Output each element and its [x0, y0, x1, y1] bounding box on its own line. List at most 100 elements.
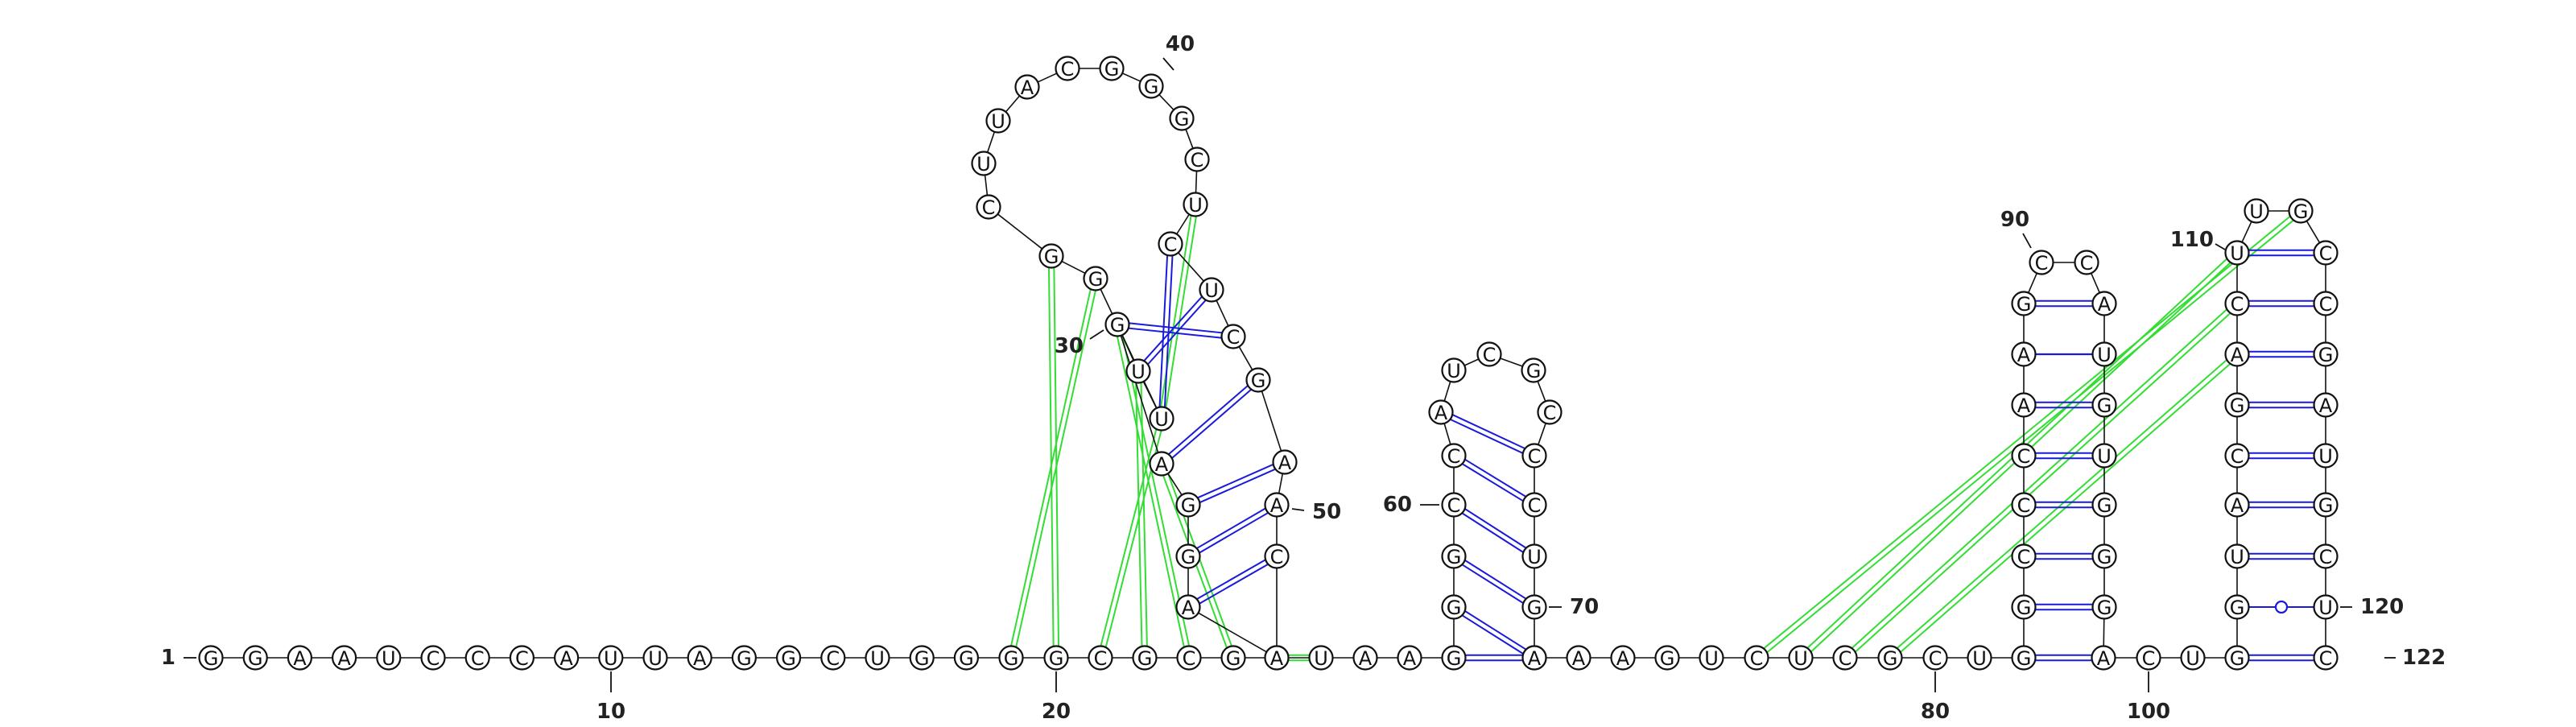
nucleotide-letter: U — [2186, 647, 2200, 670]
nucleotide: C — [509, 645, 535, 671]
nucleotide-letter: A — [2017, 394, 2031, 417]
nucleotide-letter: G — [2097, 546, 2112, 568]
nucleotide: G — [731, 645, 758, 671]
nucleotide: U — [1441, 357, 1467, 383]
nucleotide-letter: G — [1660, 647, 1675, 670]
nucleotide: A — [1610, 645, 1636, 671]
position-label-text: 80 — [1921, 700, 1950, 724]
nucleotide: C — [2313, 240, 2339, 266]
nucleotide-letter: A — [1403, 647, 1417, 670]
position-label: 10 — [597, 671, 625, 724]
nucleotide-letter: C — [1528, 445, 1542, 468]
nucleotide-letter: C — [2231, 293, 2244, 316]
nucleotide-letter: G — [1251, 370, 1266, 392]
backbone-segment — [2028, 272, 2037, 294]
position-label-text: 70 — [1570, 595, 1599, 619]
backbone-segment — [1037, 72, 1058, 83]
nucleotide-letter: A — [693, 647, 707, 670]
nucleotide: U — [2313, 594, 2339, 620]
base-pair — [2248, 401, 2314, 409]
base-pair — [2035, 401, 2093, 409]
nucleotide: U — [2180, 645, 2206, 671]
backbone-segment — [2306, 221, 2321, 243]
nucleotide-letter: C — [427, 647, 440, 670]
backbone-segment — [1198, 612, 1267, 653]
nucleotide-letter: A — [1616, 647, 1630, 670]
backbone-segment — [1121, 72, 1141, 82]
backbone-segment — [2241, 221, 2252, 243]
nucleotide: U — [1183, 192, 1208, 217]
nucleotide-letter: C — [2080, 252, 2094, 275]
nucleotide: U — [971, 151, 997, 176]
base-pair — [1462, 560, 1526, 604]
nucleotide: G — [1441, 543, 1467, 569]
base-pair — [2248, 350, 2314, 358]
nucleotide: G — [2313, 492, 2339, 518]
backbone-segment — [1178, 252, 1204, 282]
base-pair — [2248, 249, 2314, 257]
nucleotide: C — [820, 645, 846, 671]
nucleotide-letter: C — [1839, 647, 1852, 670]
nucleotide: C — [2011, 443, 2037, 469]
nucleotide-letter: C — [2017, 494, 2031, 517]
nucleotide: C — [1441, 492, 1467, 518]
nucleotide: A — [1272, 449, 1298, 475]
nucleotide-letter: A — [2231, 344, 2244, 366]
base-pair — [1197, 464, 1276, 503]
nucleotide-letter: G — [2230, 647, 2245, 670]
nucleotide-letter: C — [471, 647, 485, 670]
nucleotide-letter: C — [1061, 58, 1075, 81]
nucleotide: G — [1245, 367, 1271, 393]
base-pair — [1461, 508, 1527, 553]
nucleotide-letter: G — [1110, 314, 1125, 337]
nucleotide: C — [1744, 645, 1769, 671]
nucleotide: U — [865, 645, 890, 671]
backbone-segment — [1167, 473, 1183, 496]
nucleotide-letter: G — [204, 647, 219, 670]
nucleotide-letter: G — [2230, 394, 2245, 417]
nucleotide-letter: A — [2098, 293, 2112, 316]
nucleotide: G — [909, 645, 935, 671]
base-pair — [2248, 600, 2314, 614]
nucleotide: C — [1441, 443, 1467, 469]
backbone-segment — [997, 213, 1043, 250]
nucleotide: C — [2136, 645, 2161, 671]
nucleotide-letter: C — [1528, 494, 1542, 517]
nucleotide: G — [2091, 392, 2117, 418]
nucleotide: U — [2224, 543, 2250, 569]
backbone-segment — [2091, 272, 2100, 294]
nucleotide-letter: A — [1435, 402, 1448, 424]
nucleotide-letter: C — [2017, 445, 2031, 468]
nucleotide-letter: U — [1972, 647, 1987, 670]
nucleotide: U — [1125, 358, 1151, 384]
nucleotide-letter: G — [1526, 360, 1542, 382]
nucleotide-letter: C — [1447, 494, 1461, 517]
nucleotide: G — [2091, 594, 2117, 620]
position-label-text: 20 — [1042, 700, 1071, 724]
nucleotide-letter: G — [2318, 344, 2334, 366]
nucleotide: C — [1264, 543, 1290, 569]
position-label: 90 — [2000, 208, 2032, 249]
nucleotide-letter: C — [2319, 242, 2333, 265]
position-label-text: 122 — [2402, 646, 2446, 670]
nucleotide: C — [2224, 291, 2250, 316]
nucleotide: U — [2313, 443, 2339, 469]
nucleotide-letter: U — [991, 110, 1005, 133]
nucleotide-letter: C — [2319, 546, 2333, 568]
nucleotide: C — [1521, 443, 1547, 469]
nucleotide: G — [2224, 645, 2250, 671]
position-label: 100 — [2127, 671, 2170, 724]
position-tick — [2215, 243, 2226, 250]
backbone-segment — [1005, 95, 1021, 113]
nucleotide: C — [464, 645, 490, 671]
pseudoknot-pair — [1851, 308, 2231, 653]
nucleotide: C — [1537, 399, 1563, 425]
base-pair — [2035, 501, 2093, 509]
position-label: 60 — [1383, 493, 1439, 517]
nucleotide-letter: G — [1883, 647, 1898, 670]
nucleotide-letter: A — [2017, 344, 2031, 366]
nucleotide: G — [998, 645, 1024, 671]
nucleotide: G — [198, 645, 224, 671]
nucleotide-letter: U — [1154, 408, 1169, 431]
